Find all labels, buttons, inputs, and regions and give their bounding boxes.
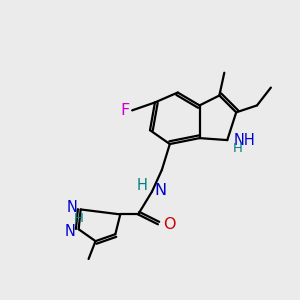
Text: O: O — [163, 217, 175, 232]
Text: NH: NH — [233, 133, 255, 148]
Text: N: N — [154, 183, 166, 198]
Text: H: H — [74, 212, 84, 225]
Text: H: H — [136, 178, 148, 193]
Text: F: F — [120, 103, 129, 118]
Text: N: N — [65, 224, 76, 239]
Text: N: N — [67, 200, 78, 215]
Text: H: H — [233, 142, 243, 154]
